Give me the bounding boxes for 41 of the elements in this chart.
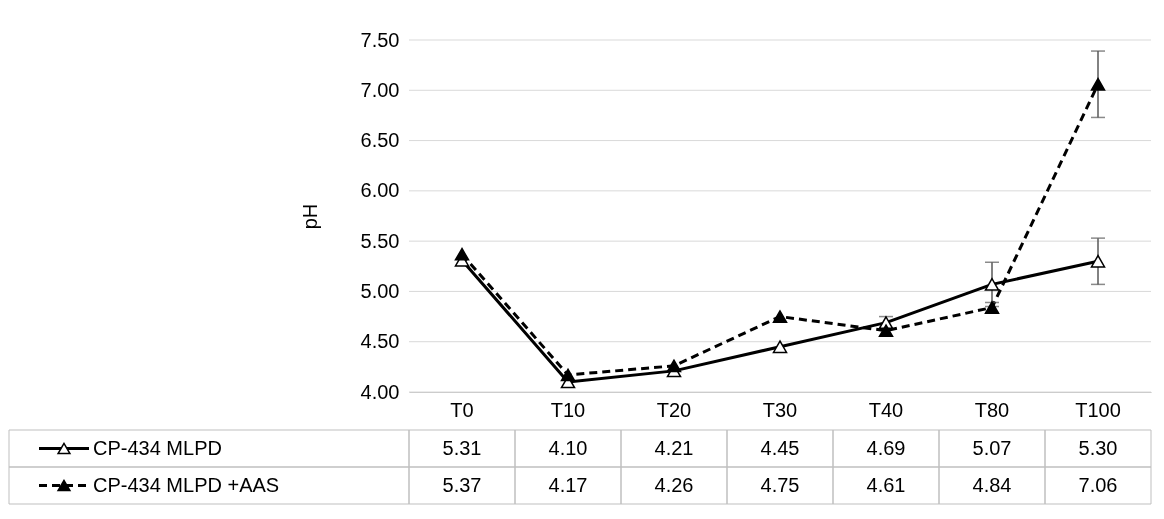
x-tick-label: T10 bbox=[550, 398, 586, 421]
data-label: 4.75 bbox=[760, 473, 800, 496]
x-tick-label: T100 bbox=[1075, 398, 1121, 421]
point bbox=[878, 324, 894, 338]
point bbox=[1090, 254, 1106, 268]
y-tick-label: 7.00 bbox=[360, 78, 400, 101]
y-axis-title: pH bbox=[298, 203, 321, 230]
data-label: 4.61 bbox=[866, 473, 906, 496]
point bbox=[1090, 77, 1106, 91]
x-tick-label: T0 bbox=[450, 398, 474, 421]
data-label: 4.10 bbox=[548, 436, 588, 459]
y-tick-label: 5.50 bbox=[360, 229, 400, 252]
y-tick-label: 6.00 bbox=[360, 179, 400, 202]
point bbox=[772, 310, 788, 323]
data-label: 4.84 bbox=[972, 473, 1012, 496]
data-label: 7.06 bbox=[1078, 473, 1118, 496]
data-label: 5.07 bbox=[972, 436, 1012, 459]
legend-label: CP-434 MLPD +AAS bbox=[93, 473, 280, 496]
y-tick-label: 4.00 bbox=[360, 380, 400, 403]
data-label: 4.21 bbox=[654, 436, 694, 459]
point bbox=[772, 340, 788, 354]
x-tick-label: T20 bbox=[656, 398, 692, 421]
x-tick-label: T30 bbox=[762, 398, 798, 421]
y-tick-label: 5.00 bbox=[360, 279, 400, 302]
data-label: 4.69 bbox=[866, 436, 906, 459]
x-tick-label: T40 bbox=[868, 398, 904, 421]
y-tick-label: 7.50 bbox=[360, 28, 400, 51]
point bbox=[454, 247, 470, 261]
data-label: 4.45 bbox=[760, 436, 800, 459]
data-label: 4.26 bbox=[654, 473, 694, 496]
y-tick-label: 6.50 bbox=[360, 129, 400, 152]
point bbox=[560, 368, 576, 382]
y-tick-label: 4.50 bbox=[360, 330, 400, 353]
data-label: 5.37 bbox=[442, 473, 482, 496]
x-tick-label: T80 bbox=[974, 398, 1010, 421]
point bbox=[984, 277, 1000, 291]
legend-label: CP-434 MLPD bbox=[93, 436, 222, 459]
data-label: 4.17 bbox=[548, 473, 588, 496]
data-label: 5.31 bbox=[442, 436, 482, 459]
data-label: 5.30 bbox=[1078, 436, 1118, 459]
point bbox=[666, 359, 682, 373]
